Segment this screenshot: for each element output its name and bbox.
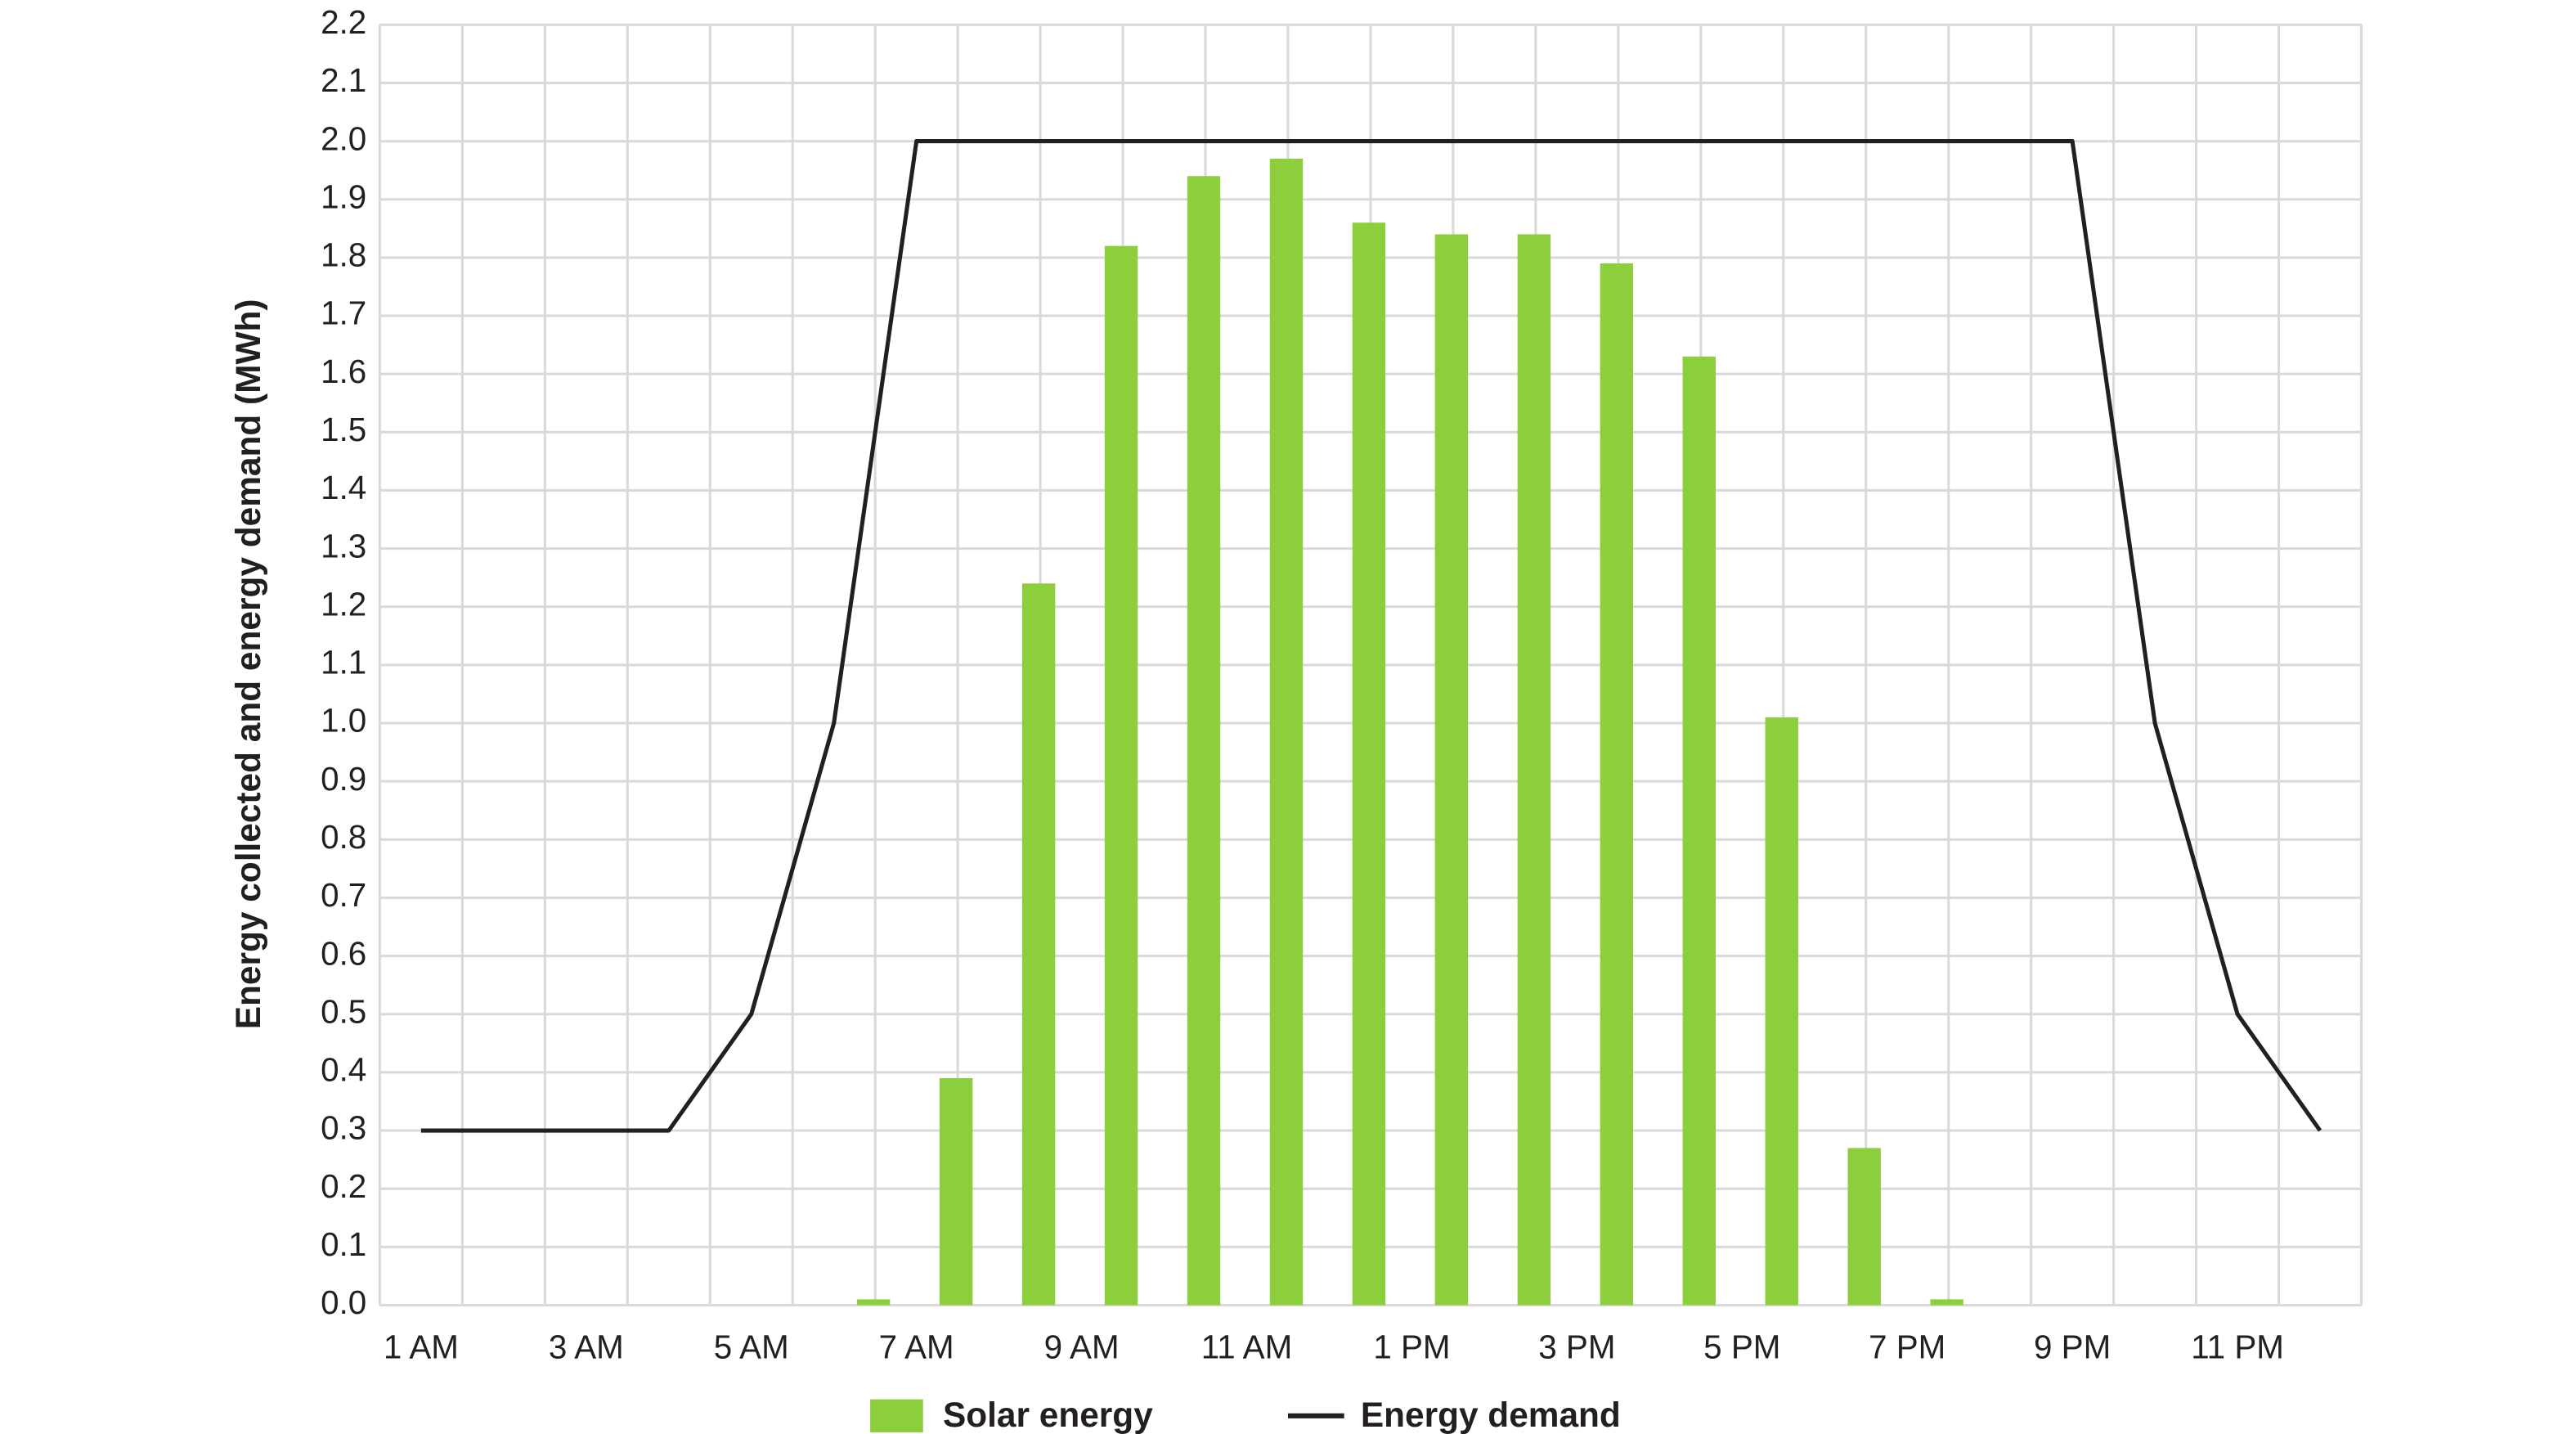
line xyxy=(420,139,2322,1133)
y-tick-label: 0.4 xyxy=(321,1051,366,1089)
x-tick-label: 11 AM xyxy=(1201,1328,1292,1366)
y-tick-label: 1.3 xyxy=(321,527,366,564)
y-tick-label: 0.7 xyxy=(321,876,366,914)
y-tick-label: 0.9 xyxy=(321,760,366,798)
x-tick-label: 11 PM xyxy=(2191,1328,2284,1366)
y-tick-label: 1.1 xyxy=(321,644,366,681)
y-tick-label: 2.2 xyxy=(321,3,366,41)
y-tick-label: 0.0 xyxy=(321,1283,366,1321)
bar xyxy=(939,1078,973,1306)
bar xyxy=(1104,245,1138,1306)
legend-swatch xyxy=(870,1399,923,1432)
bar xyxy=(1765,717,1798,1306)
y-tick-label: 1.7 xyxy=(321,294,366,332)
bar xyxy=(1682,356,1716,1306)
x-tick-label: 7 AM xyxy=(879,1328,954,1366)
y-tick-label: 2.0 xyxy=(321,119,366,157)
y-axis-label: Energy collected and energy demand (MWh) xyxy=(229,299,267,1029)
x-tick-label: 1 AM xyxy=(384,1328,459,1366)
y-tick-label: 1.8 xyxy=(321,236,366,274)
y-tick-label: 0.6 xyxy=(321,934,366,972)
y-tick-label: 0.8 xyxy=(321,818,366,856)
bar xyxy=(1187,176,1221,1306)
x-tick-label: 9 AM xyxy=(1044,1328,1120,1366)
bar xyxy=(1600,263,1634,1306)
y-tick-label: 1.0 xyxy=(321,702,366,739)
x-tick-label: 5 AM xyxy=(714,1328,789,1366)
bar xyxy=(1930,1299,1963,1306)
bar xyxy=(1352,223,1386,1306)
x-tick-label: 1 PM xyxy=(1373,1328,1450,1366)
y-tick-label: 1.2 xyxy=(321,585,366,623)
legend-label: Energy demand xyxy=(1361,1396,1621,1434)
y-tick-label: 2.1 xyxy=(321,61,366,99)
y-tick-label: 0.2 xyxy=(321,1167,366,1205)
bar xyxy=(1021,583,1056,1306)
legend-label: Solar energy xyxy=(943,1396,1153,1434)
bar xyxy=(1847,1148,1881,1306)
x-tick-label: 3 AM xyxy=(549,1328,624,1366)
y-tick-label: 1.5 xyxy=(321,411,366,448)
y-tick-label: 0.5 xyxy=(321,992,366,1030)
x-tick-label: 7 PM xyxy=(1869,1328,1945,1366)
bar xyxy=(1517,234,1551,1306)
y-tick-label: 1.6 xyxy=(321,353,366,390)
x-tick-label: 5 PM xyxy=(1703,1328,1780,1366)
x-tick-label: 9 PM xyxy=(2034,1328,2111,1366)
bar xyxy=(1269,158,1304,1306)
y-tick-label: 1.4 xyxy=(321,469,366,506)
bar xyxy=(856,1299,891,1306)
y-tick-label: 0.1 xyxy=(321,1225,366,1263)
y-tick-label: 1.9 xyxy=(321,178,366,215)
bar xyxy=(1434,234,1469,1306)
y-tick-label: 0.3 xyxy=(321,1109,366,1147)
x-tick-label: 3 PM xyxy=(1538,1328,1615,1366)
